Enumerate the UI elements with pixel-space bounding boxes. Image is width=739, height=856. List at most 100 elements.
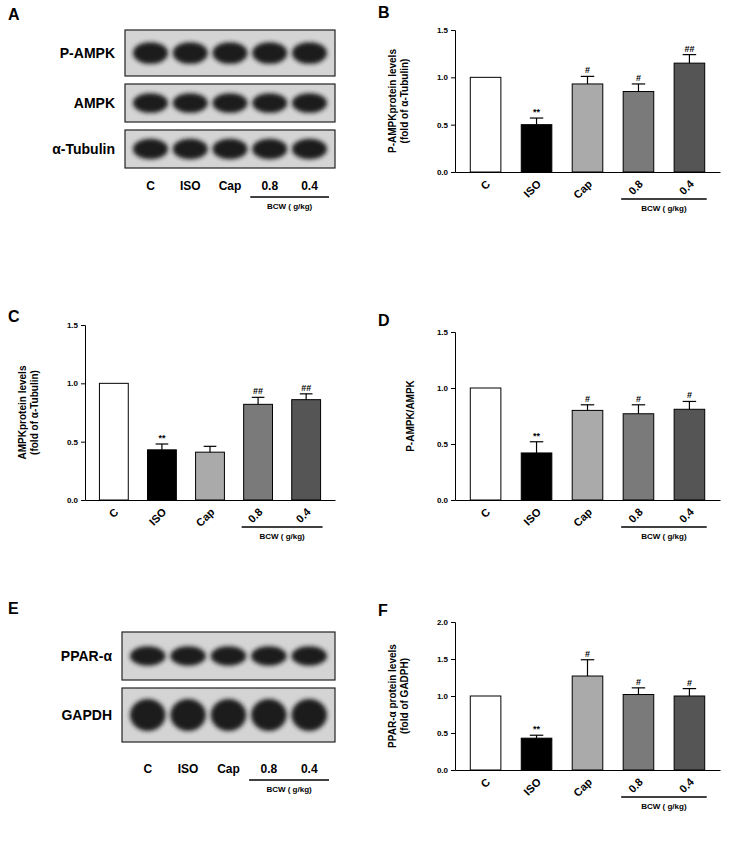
x-tick-label: 0.8: [245, 506, 264, 525]
y-tick-mark: [81, 383, 85, 384]
y-tick-label: 1.0: [437, 692, 449, 701]
y-axis-title: PPAR-α protein levels: [387, 644, 398, 748]
significance-mark: **: [158, 433, 166, 443]
error-bar: [689, 55, 690, 64]
bar-chart: **####0.00.51.01.5CISOCap0.80.4BCW ( g/k…: [8, 308, 336, 541]
y-tick: 1.0: [437, 692, 455, 701]
bar-chart: **###0.00.51.01.52.0CISOCap0.80.4BCW ( g…: [378, 602, 721, 811]
significance-mark: **: [533, 431, 541, 441]
y-tick-label: 1.0: [437, 384, 449, 393]
significance-mark: #: [636, 394, 641, 404]
significance-mark: #: [585, 394, 590, 404]
x-tick-label: 0.4: [677, 177, 697, 197]
blot-band: [130, 699, 166, 731]
bar: [623, 92, 654, 172]
bar: [521, 738, 552, 770]
y-axis-line: [451, 623, 456, 771]
y-tick-label: 1.5: [437, 26, 449, 35]
bars: [99, 383, 320, 500]
x-tick-label: ISO: [521, 505, 543, 527]
y-tick-mark: [451, 733, 455, 734]
y-tick-label: 2.0: [437, 618, 449, 627]
y-axis-title: (fold of α-Tubulin): [399, 59, 410, 144]
y-tick-mark: [451, 500, 455, 501]
blot-band: [291, 699, 327, 731]
figure: **####0.00.51.01.5CISOCap0.80.4BCW ( g/k…: [0, 0, 739, 856]
y-tick-label: 0.0: [437, 496, 449, 505]
western-blot: P-AMPKAMPKα-TubulinCISOCap0.80.4BCW ( g/…: [8, 6, 335, 211]
y-tick: 0.0: [437, 496, 455, 505]
error-bar: [536, 442, 537, 453]
significance-mark: ##: [684, 44, 694, 54]
x-tick: ISO: [521, 775, 543, 797]
x-tick: Cap: [571, 776, 594, 799]
error-bar: [638, 84, 639, 92]
group-line: [621, 198, 707, 200]
blot-strip: [122, 632, 335, 680]
bar: [292, 400, 321, 500]
blot-strip: [125, 84, 335, 122]
blot-row-label: P-AMPK: [60, 45, 115, 61]
x-tick: 0.8: [626, 776, 645, 795]
y-tick-mark: [451, 30, 455, 31]
y-tick-label: 1.0: [437, 73, 449, 82]
significance-mark: **: [533, 107, 541, 117]
blot-lane-label: C: [143, 762, 152, 776]
x-tick-label: Cap: [571, 776, 594, 799]
x-tick-label: C: [478, 506, 492, 520]
blot-strip: [122, 688, 335, 742]
group-label: BCW ( g/kg): [259, 532, 305, 541]
error-cap: [632, 404, 645, 405]
error-cap: [683, 54, 696, 55]
bar: [572, 84, 603, 172]
bars: [470, 660, 704, 770]
y-axis-line: [81, 326, 86, 501]
blot-bands: [130, 699, 327, 731]
blot-lane-label: C: [146, 179, 155, 193]
y-axis: 0.00.51.01.5: [437, 26, 456, 177]
y-axis-line: [451, 333, 456, 501]
error-cap: [530, 441, 543, 442]
y-tick: 0.0: [437, 168, 455, 177]
x-tick-label: ISO: [521, 177, 543, 199]
x-tick-label: Cap: [193, 506, 216, 529]
blot-band: [133, 42, 168, 64]
panel-label: D: [378, 312, 390, 329]
y-tick: 0.0: [437, 766, 455, 775]
group-line: [621, 796, 707, 798]
blot-row-label: α-Tubulin: [52, 141, 115, 157]
blot-row-label: GAPDH: [61, 707, 112, 723]
x-tick: 0.8: [245, 506, 264, 525]
x-tick: 0.4: [677, 775, 697, 795]
bars: [470, 55, 704, 172]
panel-label: C: [8, 308, 20, 325]
bar: [470, 388, 501, 500]
significance-mark: #: [636, 677, 641, 687]
y-tick-mark: [451, 696, 455, 697]
x-tick: ISO: [147, 505, 169, 527]
blot-band: [173, 93, 208, 113]
panel-label: B: [378, 4, 390, 21]
y-tick-mark: [451, 332, 455, 333]
error-cap: [530, 735, 543, 736]
y-tick-mark: [451, 659, 455, 660]
bar: [674, 409, 705, 500]
x-tick: C: [478, 506, 492, 520]
blot-row-label: PPAR-α: [61, 648, 113, 664]
blot-band: [130, 646, 166, 665]
significance-mark: ##: [253, 386, 263, 396]
y-tick-mark: [451, 770, 455, 771]
blot-band: [133, 139, 168, 159]
blot-band: [252, 93, 287, 113]
blot-band: [251, 699, 287, 731]
error-cap: [204, 446, 217, 447]
blot-band: [213, 42, 248, 64]
error-bar: [689, 689, 690, 696]
y-tick-label: 0.5: [437, 729, 449, 738]
significance-mark: **: [533, 724, 541, 734]
bar: [148, 450, 177, 500]
blot-lane-label: ISO: [178, 762, 199, 776]
bar: [674, 63, 705, 172]
y-tick-mark: [451, 622, 455, 623]
bar: [99, 383, 128, 500]
